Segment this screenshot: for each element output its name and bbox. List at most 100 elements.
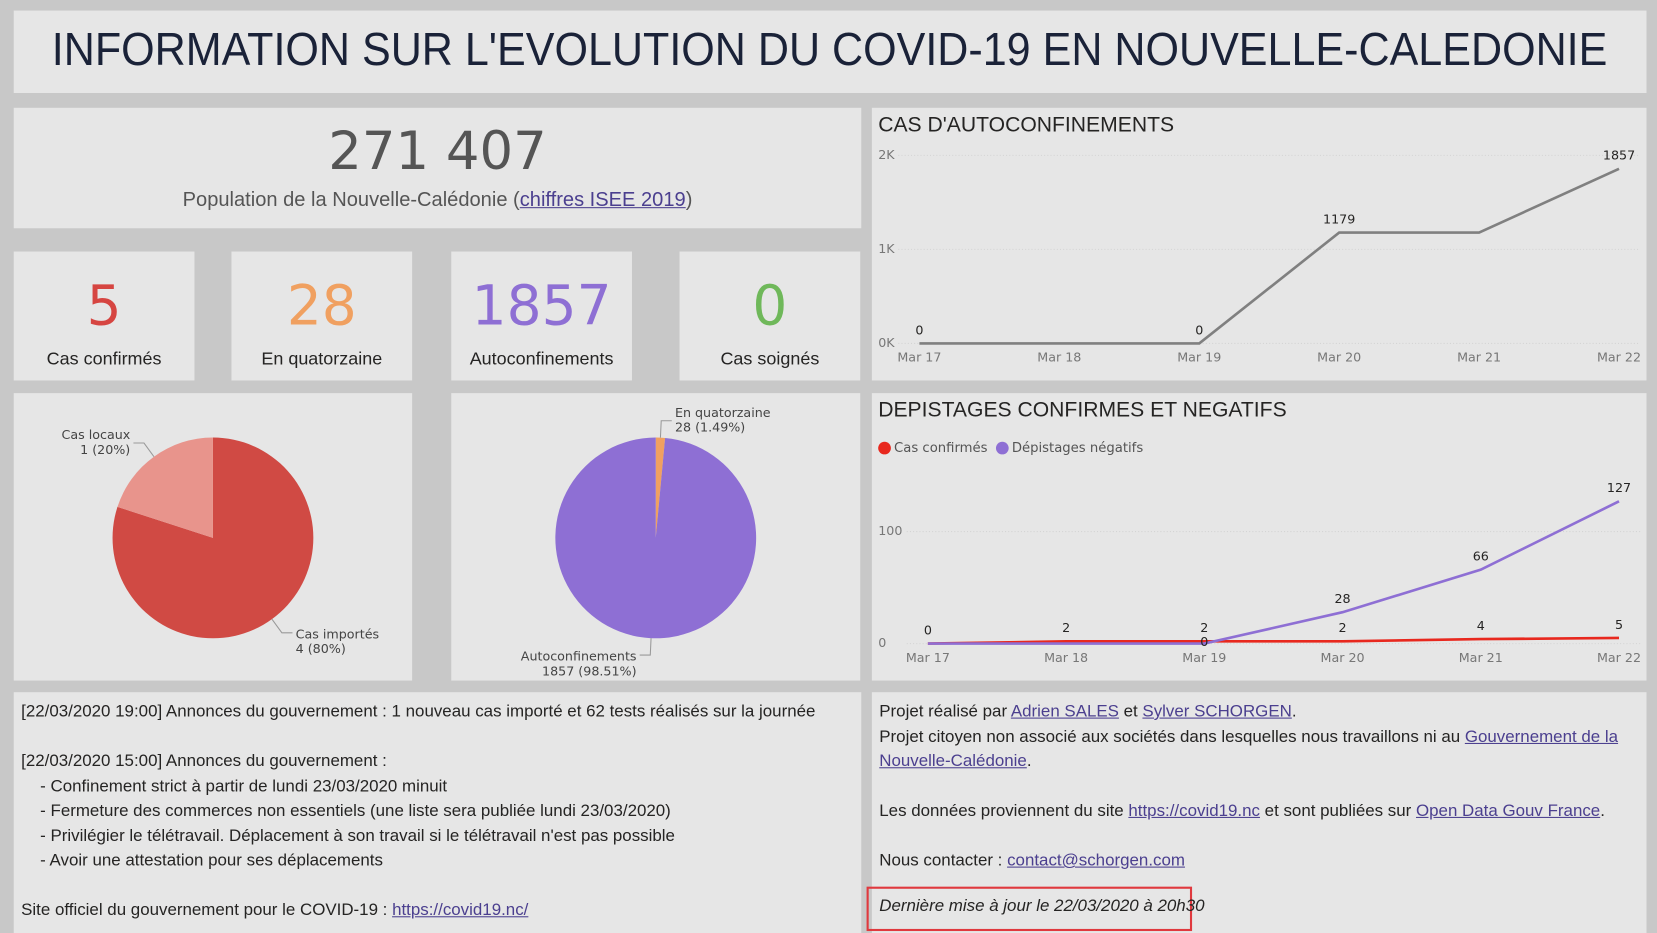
about-panel: Projet réalisé par Adrien SALES et Sylve…: [871, 692, 1647, 933]
text-line: Les données proviennent du site https://…: [879, 799, 1639, 824]
kpi-value: 1857: [471, 274, 612, 339]
y-tick-label: 0K: [878, 335, 895, 350]
pie-slice: [117, 437, 213, 538]
data-label: 0: [1200, 634, 1208, 649]
line-chart: CAS D'AUTOCONFINEMENTS 0K 1K 2K Mar 17 Mar 18…: [878, 113, 1641, 365]
leader-line: [639, 638, 652, 656]
text-block: [22/03/2020 15:00] Annonces du gouvernem…: [21, 749, 854, 873]
link[interactable]: Open Data Gouv France: [1415, 802, 1601, 821]
text-segment: Projet citoyen non associé aux sociétés …: [879, 727, 1465, 746]
link[interactable]: https://covid19.nc/: [392, 901, 529, 920]
x-tick-label: Mar 17: [897, 350, 941, 365]
population-caption: Population de la Nouvelle-Calédonie (chi…: [14, 189, 862, 212]
y-tick-label: 2K: [878, 147, 895, 162]
text-segment: .: [1291, 702, 1297, 721]
kpi-card: 0 Cas soignés: [679, 251, 861, 381]
pie-slice: [555, 437, 757, 639]
link[interactable]: contact@schorgen.com: [1007, 851, 1185, 870]
kpi-card: 1857 Autoconfinements: [451, 251, 632, 381]
x-tick-label: Mar 20: [1317, 350, 1361, 365]
link[interactable]: chiffres ISEE 2019: [519, 189, 686, 212]
pie-value-label: 1857 (98.51%): [542, 663, 636, 678]
line-panel: CAS D'AUTOCONFINEMENTS 0K 1K 2K Mar 17 Mar 18…: [871, 107, 1647, 381]
pie-category: Autoconfinements: [521, 649, 637, 664]
text-segment: ): [685, 189, 693, 212]
population-value: 271 407: [328, 120, 547, 182]
link[interactable]: https://covid19.nc: [1128, 802, 1260, 821]
text-segment: [22/03/2020 15:00] Annonces du gouvernem…: [21, 752, 387, 771]
data-label: 1179: [1323, 211, 1355, 226]
leader-line: [271, 618, 293, 634]
text-segment: Projet réalisé par: [879, 702, 1011, 721]
x-tick-label: Mar 20: [1321, 650, 1365, 665]
x-tick-label: Mar 18: [1044, 650, 1088, 665]
data-label: 0: [1195, 322, 1203, 337]
data-line: [927, 636, 1620, 645]
data-label: 0: [915, 322, 923, 337]
text-segment: et sont publiées sur: [1259, 802, 1416, 821]
pie-value-label: 4 (80%): [296, 641, 346, 656]
x-tick-label: Mar 22: [1597, 350, 1641, 365]
text-line: Projet citoyen non associé aux sociétés …: [879, 724, 1639, 774]
data-label: 127: [1607, 480, 1631, 495]
pie-panel: En quatorzaine 28 (1.49%) Autoconfinements…: [451, 393, 861, 681]
kpi-label: Autoconfinements: [469, 348, 614, 369]
text-segment: Site officiel du gouvernement pour le CO…: [21, 901, 393, 920]
text-segment: .: [1600, 802, 1605, 821]
x-tick-label: Mar 21: [1459, 650, 1503, 665]
header: INFORMATION SUR L'EVOLUTION DU COVID-19 …: [13, 10, 1647, 93]
leader-line: [659, 420, 672, 438]
legend-marker: [995, 441, 1009, 455]
page-title: INFORMATION SUR L'EVOLUTION DU COVID-19 …: [52, 23, 1608, 75]
text-segment: [22/03/2020 19:00] Annonces du gouvernem…: [21, 702, 816, 721]
data-label: 2: [1339, 620, 1347, 635]
text-line: Site officiel du gouvernement pour le CO…: [21, 898, 854, 923]
legend-marker: [878, 441, 891, 455]
legend-label: Cas confirmés: [894, 440, 988, 456]
list-item: - Avoir une attestation pour ses déplace…: [40, 851, 383, 870]
data-label: 66: [1473, 548, 1489, 563]
data-label: 28: [1334, 591, 1350, 606]
text-segment: Les données proviennent du site: [879, 802, 1129, 821]
data-label: 5: [1615, 617, 1623, 632]
y-tick-label: 1K: [878, 241, 895, 256]
population-card: 271 407 Population de la Nouvelle-Calédo…: [13, 107, 862, 229]
data-label: 4: [1477, 618, 1485, 633]
kpi-label: Cas soignés: [720, 348, 820, 369]
text-block: Projet réalisé par Adrien SALES et Sylve…: [879, 700, 1639, 775]
news-panel: [22/03/2020 19:00] Annonces du gouvernem…: [13, 692, 862, 933]
text-segment: Nous contacter :: [879, 851, 1008, 870]
legend-label: Dépistages négatifs: [1012, 440, 1144, 456]
text-segment: et: [1118, 702, 1143, 721]
data-label: 1857: [1603, 148, 1635, 163]
list-item: - Confinement strict à partir de lundi 2…: [40, 777, 448, 796]
list-item: - Fermeture des commerces non essentiels…: [40, 802, 671, 821]
pie-value-label: 1 (20%): [80, 442, 130, 457]
header-svg: INFORMATION SUR L'EVOLUTION DU COVID-19 …: [52, 23, 1608, 75]
text-line: [22/03/2020 15:00] Annonces du gouvernem…: [21, 749, 854, 774]
kpi-value: 0: [752, 274, 788, 339]
text-block: Nous contacter : contact@schorgen.com: [879, 849, 1639, 874]
kpi-value: 28: [286, 274, 357, 339]
update-box: Dernière mise à jour le 22/03/2020 à 20h…: [866, 886, 1205, 932]
x-tick-label: Mar 21: [1457, 350, 1501, 365]
x-tick-label: Mar 19: [1177, 350, 1221, 365]
link[interactable]: Adrien SALES: [1010, 702, 1119, 721]
text-line: [22/03/2020 19:00] Annonces du gouvernem…: [21, 700, 854, 725]
kpi-card: 5 Cas confirmés: [13, 251, 195, 381]
kpi-value: 5: [86, 274, 122, 339]
pie-category: Cas locaux: [61, 427, 130, 442]
pie-category: En quatorzaine: [675, 405, 771, 420]
link[interactable]: Gouvernement de la Nouvelle-Calédonie: [879, 727, 1619, 771]
text-segment: Population de la Nouvelle-Calédonie (: [182, 189, 520, 212]
y-tick-label: 0: [878, 635, 886, 650]
x-tick-label: Mar 22: [1597, 650, 1641, 665]
kpi-label: Cas confirmés: [46, 348, 162, 369]
text-block: Les données proviennent du site https://…: [879, 799, 1639, 824]
chart-title: DEPISTAGES CONFIRMES ET NEGATIFS: [878, 399, 1286, 422]
link[interactable]: Sylver SCHORGEN: [1142, 702, 1292, 721]
